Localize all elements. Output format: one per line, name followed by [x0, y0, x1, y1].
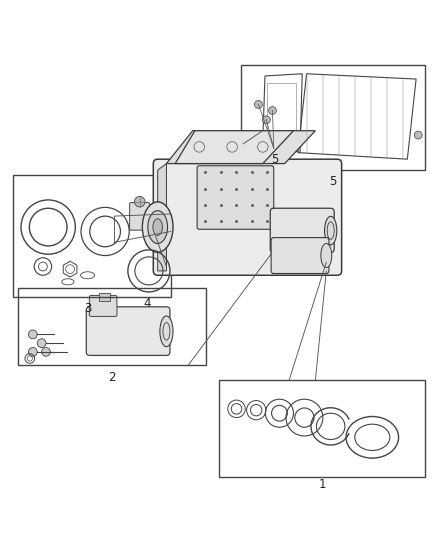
Ellipse shape	[142, 202, 173, 252]
Ellipse shape	[321, 244, 332, 268]
Ellipse shape	[160, 316, 173, 346]
Bar	[241, 65, 425, 170]
FancyBboxPatch shape	[89, 295, 117, 317]
Bar	[13, 174, 171, 297]
FancyBboxPatch shape	[86, 307, 170, 356]
FancyBboxPatch shape	[271, 238, 329, 273]
Circle shape	[28, 348, 37, 356]
Bar	[267, 83, 296, 135]
Ellipse shape	[325, 216, 337, 245]
Text: 5: 5	[329, 175, 336, 188]
Text: 1: 1	[318, 478, 326, 490]
Ellipse shape	[148, 211, 167, 244]
Circle shape	[268, 107, 276, 115]
Circle shape	[254, 101, 262, 108]
Bar	[18, 288, 206, 365]
Bar	[219, 381, 425, 477]
Circle shape	[28, 330, 37, 339]
Ellipse shape	[153, 219, 162, 236]
Circle shape	[42, 348, 50, 356]
FancyBboxPatch shape	[130, 203, 150, 230]
Text: 4: 4	[143, 297, 151, 310]
Text: 2: 2	[108, 371, 116, 384]
Polygon shape	[175, 131, 293, 164]
Circle shape	[414, 131, 422, 139]
Text: 5: 5	[272, 152, 279, 166]
Circle shape	[262, 116, 270, 124]
Bar	[99, 293, 110, 301]
Text: 3: 3	[84, 302, 91, 316]
FancyBboxPatch shape	[270, 208, 334, 253]
Circle shape	[134, 197, 145, 207]
Polygon shape	[158, 164, 166, 271]
FancyBboxPatch shape	[197, 166, 274, 229]
Circle shape	[37, 339, 46, 348]
Polygon shape	[166, 131, 315, 164]
FancyBboxPatch shape	[153, 159, 342, 275]
